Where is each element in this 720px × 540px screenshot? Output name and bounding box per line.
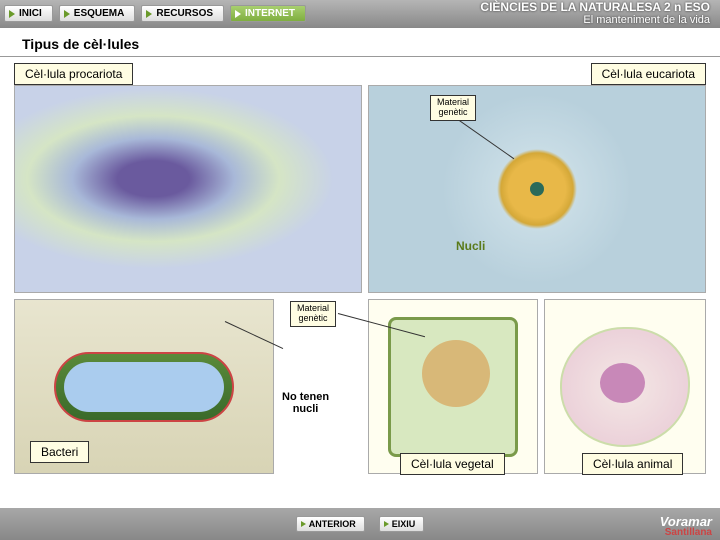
header-subtitle: El manteniment de la vida xyxy=(480,14,710,26)
bottom-nav-bar: ANTERIOR EIXIU Voramar Santillana xyxy=(0,508,720,540)
animal-cell-shape xyxy=(560,327,690,447)
play-icon xyxy=(9,10,15,18)
vegetal-label: Cèl·lula vegetal xyxy=(400,453,505,475)
esquema-label: ESQUEMA xyxy=(74,8,125,19)
play-icon xyxy=(146,10,152,18)
page-header: CIÈNCIES DE LA NATURALESA 2 n ESO El man… xyxy=(480,1,716,26)
play-icon xyxy=(64,10,70,18)
vegetal-cell-shape xyxy=(388,317,518,457)
header-title: CIÈNCIES DE LA NATURALESA 2 n ESO xyxy=(480,0,710,14)
play-icon xyxy=(235,10,241,18)
internet-label: INTERNET xyxy=(245,8,295,19)
content-area: Cèl·lula procariota Cèl·lula eucariota M… xyxy=(0,61,720,531)
publisher-logo: Voramar Santillana xyxy=(660,515,712,538)
eixiu-button[interactable]: EIXIU xyxy=(379,516,425,532)
play-icon xyxy=(301,521,306,527)
recursos-button[interactable]: RECURSOS xyxy=(141,5,224,22)
recursos-label: RECURSOS xyxy=(156,8,213,19)
bacteri-shape xyxy=(54,352,234,422)
anterior-button[interactable]: ANTERIOR xyxy=(296,516,365,532)
procariota-label: Cèl·lula procariota xyxy=(14,63,133,85)
nucli-label: Nucli xyxy=(456,239,485,253)
top-nav-bar: INICI ESQUEMA RECURSOS INTERNET CIÈNCIES… xyxy=(0,0,720,28)
eucariota-micrograph xyxy=(368,85,706,293)
internet-button[interactable]: INTERNET xyxy=(230,5,306,22)
inici-button[interactable]: INICI xyxy=(4,5,53,22)
anterior-label: ANTERIOR xyxy=(309,519,356,529)
material-genetic-label-1: Material genètic xyxy=(430,95,476,121)
material-genetic-label-2: Material genètic xyxy=(290,301,336,327)
animal-illustration xyxy=(544,299,706,474)
section-title: Tipus de cèl·lules xyxy=(0,28,720,57)
bacteri-label: Bacteri xyxy=(30,441,89,463)
publisher-name: Santillana xyxy=(660,528,712,538)
procariota-micrograph xyxy=(14,85,362,293)
no-nucli-label: No tenen nucli xyxy=(282,391,329,415)
inici-label: INICI xyxy=(19,8,42,19)
play-icon xyxy=(384,521,389,527)
nucleus-dot xyxy=(530,182,544,196)
animal-label: Cèl·lula animal xyxy=(582,453,683,475)
eucariota-label: Cèl·lula eucariota xyxy=(591,63,706,85)
vegetal-illustration xyxy=(368,299,538,474)
esquema-button[interactable]: ESQUEMA xyxy=(59,5,136,22)
eixiu-label: EIXIU xyxy=(392,519,416,529)
